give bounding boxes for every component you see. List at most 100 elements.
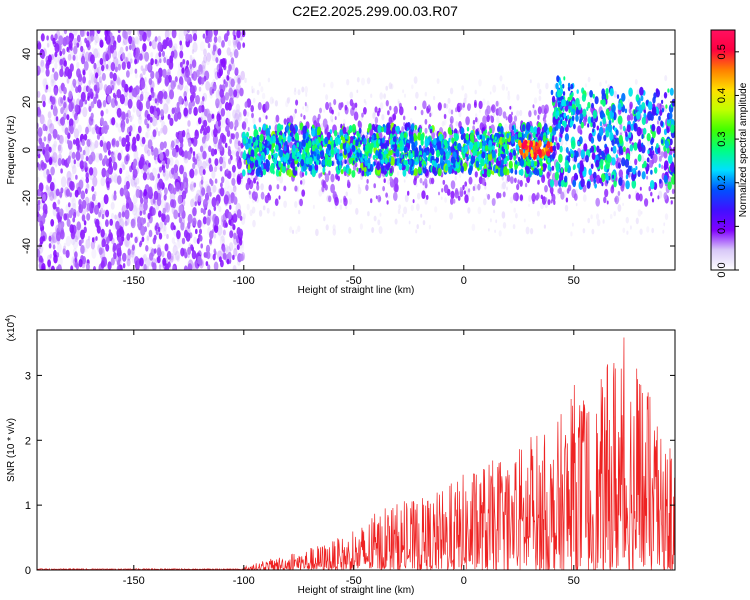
- spectrogram-cell: [69, 125, 74, 135]
- spectrogram-cell: [246, 203, 250, 211]
- spectrogram-cell: [502, 181, 506, 190]
- spectrogram-cell: [603, 134, 607, 142]
- spectrogram-cell: [638, 139, 641, 145]
- spectrogram-cell: [535, 161, 538, 166]
- spectrogram-cell: [465, 133, 470, 141]
- spectrogram-cell: [224, 142, 228, 148]
- spectrogram-cell: [138, 114, 142, 120]
- spectrogram-cell: [605, 160, 610, 170]
- spectrogram-cell: [41, 94, 46, 104]
- spectrogram-cell: [478, 100, 483, 110]
- spectrogram-cell: [487, 131, 491, 137]
- spectrogram-cell: [136, 94, 140, 101]
- spectrogram-cell: [37, 162, 40, 168]
- spectrogram-cell: [580, 149, 585, 159]
- spectrogram-cell: [177, 194, 183, 205]
- spectrogram-cell: [258, 81, 261, 87]
- spectrogram-cell: [361, 77, 365, 86]
- spectrogram-cell: [550, 89, 554, 96]
- spectrogram-cell: [355, 207, 359, 215]
- spectrogram-cell: [592, 171, 597, 180]
- spectrogram-cell: [143, 253, 147, 262]
- spectrogram-cell: [252, 97, 256, 104]
- spectrogram-cell: [276, 123, 282, 133]
- spectrogram-cell: [112, 92, 116, 99]
- spectrogram-cell: [63, 242, 67, 248]
- spectrogram-cell: [258, 126, 262, 132]
- spectrogram-cell: [272, 211, 276, 217]
- spectrogram-cell: [196, 238, 200, 245]
- spectrogram-cell: [232, 185, 237, 193]
- spectrogram-cell: [81, 138, 85, 147]
- spectrogram-cell: [517, 161, 520, 166]
- spectrogram-cell: [134, 236, 138, 244]
- spectrogram-cell: [573, 123, 576, 130]
- spectrogram-cell: [233, 34, 237, 41]
- spectrogram-cell: [292, 113, 296, 120]
- spectrogram-cell: [51, 236, 56, 246]
- spectrogram-cell: [360, 158, 363, 163]
- spectrogram-cell: [390, 83, 394, 90]
- spectrogram-cell: [389, 167, 393, 174]
- spectrogram-cell: [506, 186, 508, 191]
- spectrogram-cell: [486, 114, 490, 123]
- spectrogram-cell: [148, 186, 153, 196]
- spectrogram-cell: [178, 146, 183, 156]
- spectrogram-cell: [428, 104, 431, 109]
- spectrogram-cell: [589, 161, 592, 166]
- spectrogram-cell: [121, 211, 125, 218]
- spectrogram-cell: [229, 230, 234, 239]
- spectrogram-cell: [162, 167, 166, 173]
- spectrogram-cell: [195, 153, 199, 160]
- spectrogram-cell: [491, 104, 496, 114]
- spectrogram-cell: [314, 163, 319, 171]
- spectrogram-cell: [128, 131, 132, 137]
- spectrogram-cell: [436, 78, 440, 84]
- spectrogram-cell: [395, 149, 400, 158]
- spectrogram-cell: [125, 240, 129, 247]
- spectrogram-cell: [145, 245, 149, 252]
- spectrogram-cell: [332, 228, 337, 236]
- spectrogram-cell: [191, 198, 195, 203]
- spectrogram-cell: [381, 137, 385, 144]
- spectrogram-cell: [124, 220, 128, 227]
- spectrogram-cell: [474, 171, 478, 178]
- spectrogram-cell: [499, 75, 503, 82]
- spectrogram-cell: [184, 96, 187, 102]
- spectrogram-cell: [651, 227, 655, 234]
- spectrogram-cell: [154, 98, 158, 104]
- spectrogram-cell: [339, 204, 343, 210]
- spectrogram-cell: [304, 170, 308, 176]
- spectrogram-cell: [501, 211, 506, 219]
- spectrogram-cell: [125, 112, 129, 118]
- spectrogram-cell: [463, 190, 466, 195]
- spectrogram-cell: [77, 84, 82, 93]
- spectrogram-cell: [49, 156, 53, 164]
- spectrogram-cell: [109, 218, 113, 226]
- spectrogram-cell: [389, 133, 393, 140]
- spectrogram-cell: [142, 172, 147, 181]
- spectrogram-cell: [151, 39, 157, 50]
- spectrogram-cell: [520, 168, 524, 176]
- spectrogram-cell: [333, 99, 337, 106]
- spectrogram-cell: [69, 63, 74, 72]
- spectrogram-cell: [411, 84, 414, 90]
- spectrogram-cell: [628, 194, 631, 199]
- spectrogram-cell: [471, 195, 475, 203]
- spectrogram-cell: [388, 158, 391, 163]
- spectrogram-cell: [268, 194, 272, 201]
- spectrogram-cell: [427, 156, 430, 162]
- spectrogram-cell: [240, 70, 245, 81]
- spectrogram-cell: [206, 162, 210, 169]
- spectrogram-cell: [414, 147, 419, 156]
- spectrogram-cell: [459, 173, 462, 178]
- spectrogram-cell: [431, 131, 435, 140]
- spectrogram-cell: [342, 118, 346, 125]
- spectrogram-cell: [204, 252, 208, 259]
- spectrogram-cell: [442, 154, 446, 161]
- spectrogram-cell: [351, 144, 356, 153]
- spectrogram-cell: [472, 186, 476, 191]
- spectrogram-cell: [150, 58, 154, 66]
- spectrogram-cell: [299, 148, 302, 154]
- spectrogram-cell: [213, 261, 219, 270]
